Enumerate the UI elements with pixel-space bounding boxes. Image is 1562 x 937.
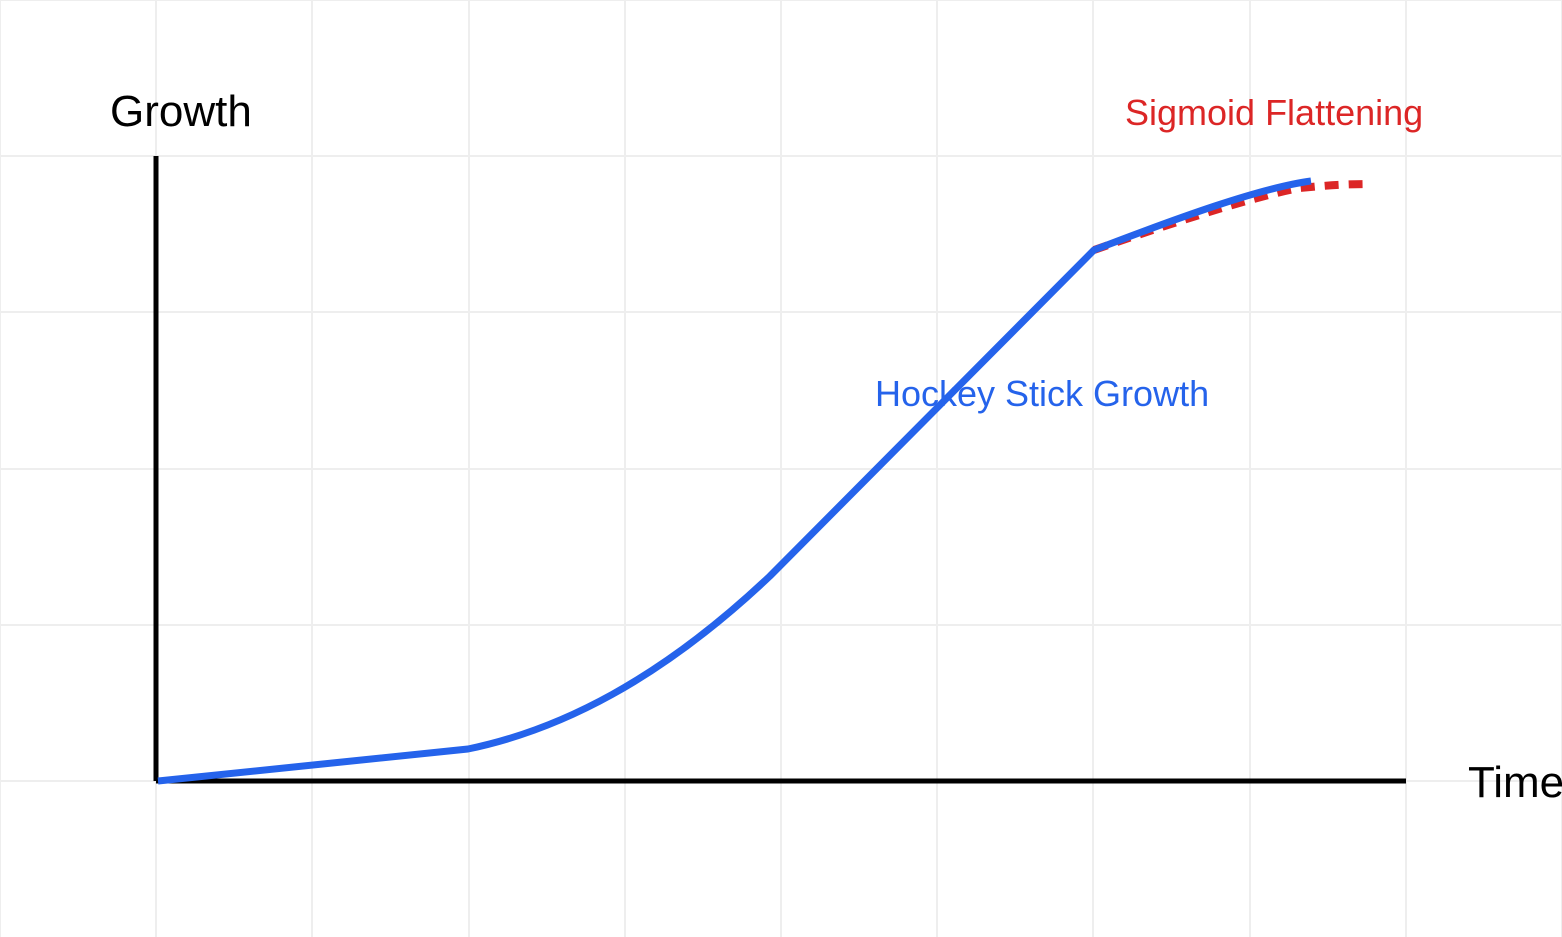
sigmoid-flattening-curve (1092, 180, 1373, 254)
sigmoid-flattening-label: Sigmoid Flattening (1125, 92, 1423, 133)
hockey-stick-growth-label: Hockey Stick Growth (875, 373, 1209, 414)
x-axis-label: Time (1468, 758, 1562, 807)
hockey-stick-growth-curve (157, 177, 1312, 785)
y-axis-label: Growth (110, 87, 252, 136)
